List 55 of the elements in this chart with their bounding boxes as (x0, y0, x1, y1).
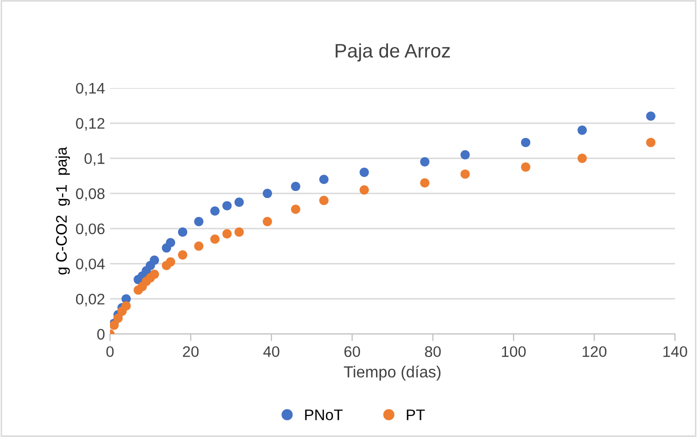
chart-title: Paja de Arroz (336, 43, 450, 62)
y-tick-label: 0,04 (76, 258, 105, 272)
y-tick-label: 0,08 (76, 188, 104, 201)
point (194, 241, 204, 251)
point (319, 174, 329, 184)
point (178, 227, 188, 237)
point (166, 238, 176, 248)
x-tick-label: 100 (502, 346, 526, 358)
point (646, 111, 656, 121)
x-tick-label: 20 (182, 346, 199, 358)
x-tick-label: 40 (263, 346, 280, 358)
point (521, 162, 530, 172)
point (150, 256, 160, 265)
legend-label: PNoT (305, 410, 343, 420)
x-tick-label: 60 (344, 346, 360, 358)
point (460, 150, 470, 160)
y-tick-label: 0,12 (76, 118, 104, 131)
point (578, 154, 587, 163)
point (290, 204, 300, 214)
point (262, 188, 272, 198)
x-axis-title: Tiempo (días) (344, 366, 440, 381)
x-tick-label: 120 (582, 346, 606, 358)
y-axis-title: g C-CO2 g-1 paja (56, 146, 70, 274)
point (460, 169, 470, 179)
point (360, 185, 369, 195)
point (646, 138, 656, 148)
point (121, 301, 131, 311)
legend-label: PT (406, 410, 425, 420)
y-tick-label: 0 (97, 328, 105, 340)
point (262, 216, 272, 226)
point (178, 250, 188, 260)
y-tick-label: 0,1 (84, 153, 104, 166)
point (319, 196, 329, 206)
point (222, 201, 232, 210)
point (290, 182, 300, 192)
y-tick-label: 0,14 (76, 82, 105, 96)
y-tick-label: 0,06 (76, 223, 104, 236)
point (222, 229, 232, 238)
point (360, 168, 369, 177)
point (210, 234, 220, 244)
point (521, 138, 530, 148)
x-tick-label: 140 (663, 346, 688, 358)
point (194, 216, 204, 226)
point (113, 314, 123, 323)
point (150, 270, 160, 279)
point (420, 157, 430, 166)
point (578, 126, 587, 135)
x-tick-label: 80 (425, 346, 441, 358)
y-tick-label: 0,02 (76, 294, 104, 306)
x-tick-label: 0 (106, 346, 114, 358)
point (420, 178, 430, 188)
point (166, 257, 176, 267)
point (234, 198, 244, 207)
point (234, 227, 244, 237)
point (210, 206, 220, 216)
